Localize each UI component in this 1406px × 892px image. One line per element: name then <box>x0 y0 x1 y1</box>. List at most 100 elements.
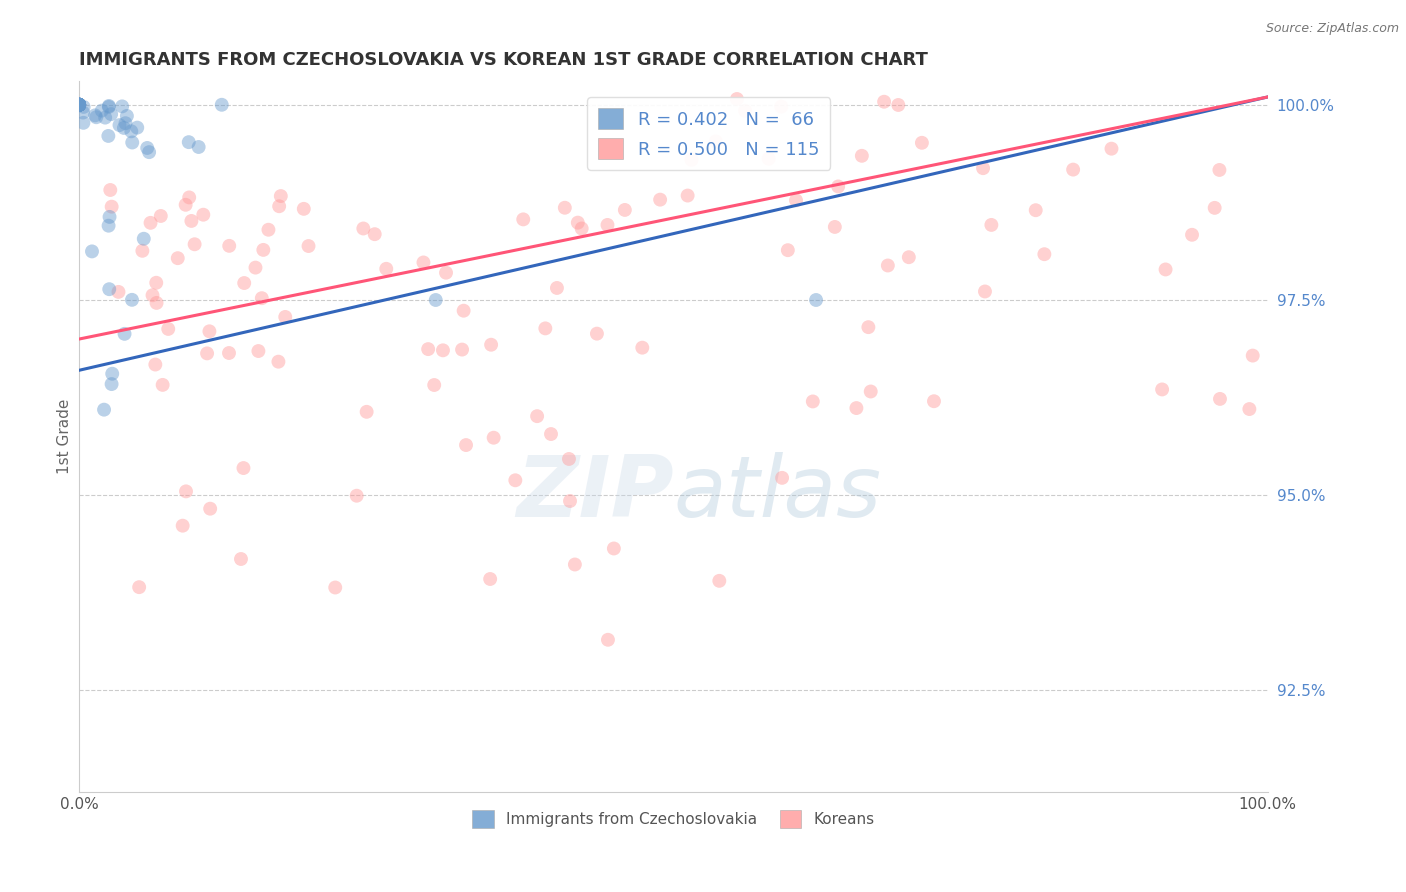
Point <box>67 97 90 112</box>
Point <box>84 110 107 124</box>
Point <box>887 98 910 112</box>
Point <box>540 427 562 442</box>
Point <box>115 109 138 123</box>
Point <box>776 243 799 257</box>
Point <box>90 103 112 118</box>
Point <box>631 341 654 355</box>
Point <box>98 183 121 197</box>
Point <box>67 97 90 112</box>
Point <box>897 250 920 264</box>
Point <box>804 293 827 307</box>
Point <box>180 214 202 228</box>
Point <box>434 266 457 280</box>
Point <box>120 124 142 138</box>
Point <box>183 237 205 252</box>
Point <box>112 120 135 135</box>
Point <box>229 552 252 566</box>
Point <box>676 188 699 202</box>
Point <box>72 116 94 130</box>
Point <box>269 199 291 213</box>
Point <box>1204 201 1226 215</box>
Point <box>554 201 576 215</box>
Text: IMMIGRANTS FROM CZECHOSLOVAKIA VS KOREAN 1ST GRADE CORRELATION CHART: IMMIGRANTS FROM CZECHOSLOVAKIA VS KOREAN… <box>79 51 928 69</box>
Point <box>174 198 197 212</box>
Text: ZIP: ZIP <box>516 452 673 535</box>
Point <box>858 320 880 334</box>
Point <box>232 461 254 475</box>
Point <box>198 324 221 338</box>
Point <box>1152 383 1174 397</box>
Point <box>114 116 136 130</box>
Point <box>193 208 215 222</box>
Point <box>67 97 90 112</box>
Point <box>198 501 221 516</box>
Point <box>100 200 122 214</box>
Point <box>546 281 568 295</box>
Point <box>451 343 474 357</box>
Point <box>274 310 297 324</box>
Point <box>412 255 434 269</box>
Point <box>67 97 90 112</box>
Point <box>166 251 188 265</box>
Point <box>725 92 748 106</box>
Point <box>107 285 129 299</box>
Point <box>67 97 90 112</box>
Point <box>121 293 143 307</box>
Point <box>364 227 387 242</box>
Point <box>67 97 90 112</box>
Point <box>233 276 256 290</box>
Point <box>67 97 90 112</box>
Point <box>1062 162 1084 177</box>
Point <box>567 216 589 230</box>
Point <box>734 103 756 118</box>
Point <box>1241 349 1264 363</box>
Point <box>650 193 672 207</box>
Point <box>67 97 90 112</box>
Point <box>139 216 162 230</box>
Point <box>346 489 368 503</box>
Point <box>67 97 90 112</box>
Point <box>67 97 90 112</box>
Point <box>143 358 166 372</box>
Point <box>418 342 440 356</box>
Point <box>432 343 454 358</box>
Point <box>97 99 120 113</box>
Point <box>1239 402 1261 417</box>
Point <box>100 107 122 121</box>
Point <box>172 518 194 533</box>
Point <box>270 189 292 203</box>
Point <box>1208 163 1230 178</box>
Point <box>100 377 122 392</box>
Point <box>67 97 90 112</box>
Point <box>704 135 727 149</box>
Point <box>67 97 90 112</box>
Point <box>67 97 90 112</box>
Text: atlas: atlas <box>673 452 882 535</box>
Point <box>67 97 90 112</box>
Point <box>67 97 90 112</box>
Point <box>603 541 626 556</box>
Point <box>247 344 270 359</box>
Point <box>67 97 90 112</box>
Point <box>267 354 290 368</box>
Point <box>801 394 824 409</box>
Point <box>138 145 160 160</box>
Point <box>179 190 201 204</box>
Point <box>67 97 90 112</box>
Point <box>758 152 780 166</box>
Point <box>526 409 548 424</box>
Point <box>352 221 374 235</box>
Point <box>98 210 121 224</box>
Point <box>1025 203 1047 218</box>
Point <box>453 303 475 318</box>
Point <box>141 288 163 302</box>
Point <box>67 97 90 112</box>
Point <box>94 111 117 125</box>
Point <box>911 136 934 150</box>
Point <box>67 97 90 112</box>
Point <box>218 346 240 360</box>
Point <box>245 260 267 275</box>
Point <box>67 97 90 112</box>
Point <box>859 384 882 399</box>
Point <box>479 337 502 351</box>
